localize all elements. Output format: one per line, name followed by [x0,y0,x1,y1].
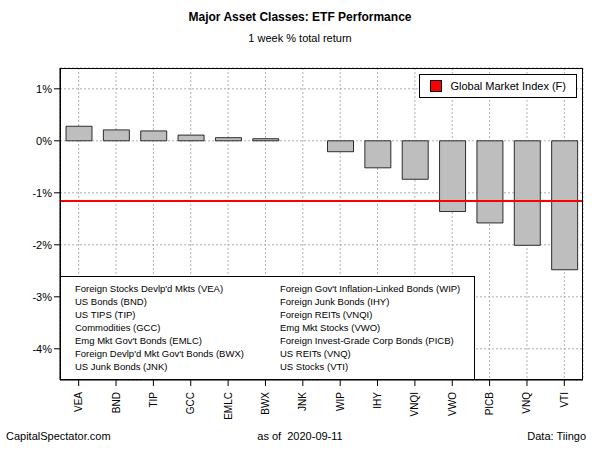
html-text:Emg Mkt Gov't Bonds (EMLC): Emg Mkt Gov't Bonds (EMLC) [75,335,202,346]
html-text:Emg Mkt Stocks (VWO): Emg Mkt Stocks (VWO) [280,322,381,333]
svg-text:1%: 1% [36,83,52,95]
svg-text:0%: 0% [36,135,52,147]
svg-text:-2%: -2% [32,239,52,251]
svg-text:VWO: VWO [447,392,458,416]
html-text:Global Market Index (F): Global Market Index (F) [450,80,566,92]
svg-text:WIP: WIP [335,392,346,411]
html-text:as of 2020-09-11: as of 2020-09-11 [257,430,343,442]
svg-text:PICB: PICB [484,392,495,416]
html-text:Foreign Junk Bonds (IHY): Foreign Junk Bonds (IHY) [280,296,390,307]
html-text:Major Asset Classes: ETF Perfo: Major Asset Classes: ETF Performance [188,10,412,24]
html-text:CapitalSpectator.com: CapitalSpectator.com [6,430,111,442]
svg-text:EMLC: EMLC [223,392,234,420]
svg-text:VTI: VTI [559,392,570,408]
svg-text:VEA: VEA [73,392,84,412]
svg-text:BWX: BWX [260,392,271,415]
svg-text:BND: BND [111,392,122,413]
html-text:Foreign Gov't Inflation-Linked: Foreign Gov't Inflation-Linked Bonds (WI… [280,283,461,294]
html-text:Data: Tiingo: Data: Tiingo [527,430,586,442]
svg-text:-3%: -3% [32,291,52,303]
svg-text:-1%: -1% [32,187,52,199]
html-text:Commodities (GCC): Commodities (GCC) [75,322,161,333]
html-text:Foreign Invest-Grade Corp Bond: Foreign Invest-Grade Corp Bonds (PICB) [280,335,454,346]
svg-text:GCC: GCC [185,392,196,414]
html-text:US TIPS (TIP): US TIPS (TIP) [75,309,136,320]
svg-text:-4%: -4% [32,343,52,355]
svg-text:JNK: JNK [297,392,308,411]
svg-text:VNQ: VNQ [521,392,532,414]
html-text:Foreign Stocks Devlp'd Mkts (V: Foreign Stocks Devlp'd Mkts (VEA) [75,283,224,294]
html-text:US Stocks (VTI): US Stocks (VTI) [280,361,349,372]
html-text:Foreign Devlp'd Mkt Gov't Bond: Foreign Devlp'd Mkt Gov't Bonds (BWX) [75,348,244,359]
html-text:US Bonds (BND): US Bonds (BND) [75,296,147,307]
html-text:Foreign REITs (VNQI): Foreign REITs (VNQI) [280,309,373,320]
svg-text:IHY: IHY [372,392,383,409]
svg-text:VNQI: VNQI [409,392,420,416]
html-text:US REITs (VNQ): US REITs (VNQ) [280,348,351,359]
svg-text:TIP: TIP [148,392,159,408]
html-text:US Junk Bonds (JNK): US Junk Bonds (JNK) [75,361,168,372]
html-text:1 week % total return: 1 week % total return [248,32,352,44]
